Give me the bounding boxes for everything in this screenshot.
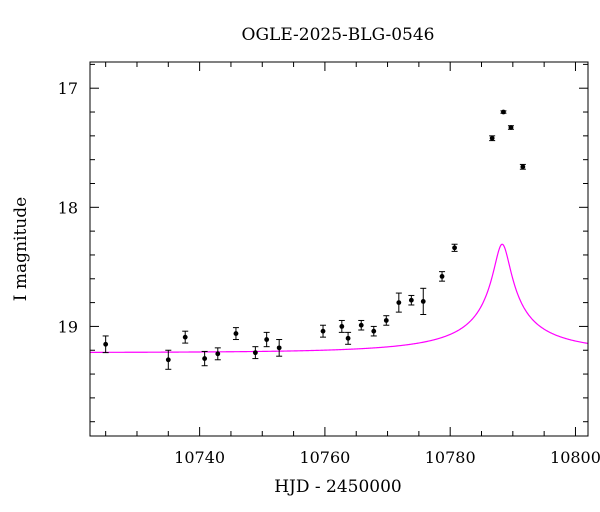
- data-point: [371, 328, 377, 334]
- data-point: [339, 324, 345, 329]
- data-point: [320, 328, 326, 334]
- data-point: [276, 345, 282, 351]
- model-curve-layer: [90, 243, 588, 353]
- data-point: [420, 299, 426, 304]
- data-point: [452, 245, 457, 251]
- x-tick-label: 10780: [425, 448, 476, 467]
- x-axis-label: HJD - 2450000: [274, 477, 402, 497]
- data-point: [358, 322, 364, 328]
- plot-frame: [89, 61, 589, 437]
- data-point: [489, 135, 495, 141]
- data-point: [501, 109, 506, 115]
- data-point: [252, 350, 258, 356]
- data-point: [182, 334, 188, 340]
- y-tick-label: 17: [58, 79, 78, 98]
- data-point: [383, 318, 389, 323]
- data-point: [508, 125, 514, 130]
- model-curve: [90, 243, 588, 353]
- data-point: [165, 357, 171, 363]
- data-point: [103, 341, 109, 347]
- data-point: [520, 164, 526, 170]
- data-point: [215, 351, 221, 357]
- data-point: [233, 331, 239, 336]
- data-point: [345, 335, 351, 341]
- y-axis-label: I magnitude: [11, 197, 31, 301]
- data-points-layer: [102, 109, 526, 370]
- chart-title: OGLE-2025-BLG-0546: [242, 25, 435, 45]
- data-point: [202, 356, 208, 361]
- data-point: [439, 273, 445, 279]
- data-point: [408, 297, 414, 303]
- x-tick-label: 10760: [299, 448, 350, 467]
- data-point: [264, 337, 270, 342]
- y-tick-label: 19: [58, 317, 78, 336]
- y-tick-label: 18: [58, 198, 78, 217]
- data-point: [396, 300, 402, 305]
- x-tick-label: 10740: [174, 448, 225, 467]
- x-tick-label: 10800: [550, 448, 600, 467]
- axis-ticks: 10740 10760 10780 10800 17 18 19: [58, 62, 600, 467]
